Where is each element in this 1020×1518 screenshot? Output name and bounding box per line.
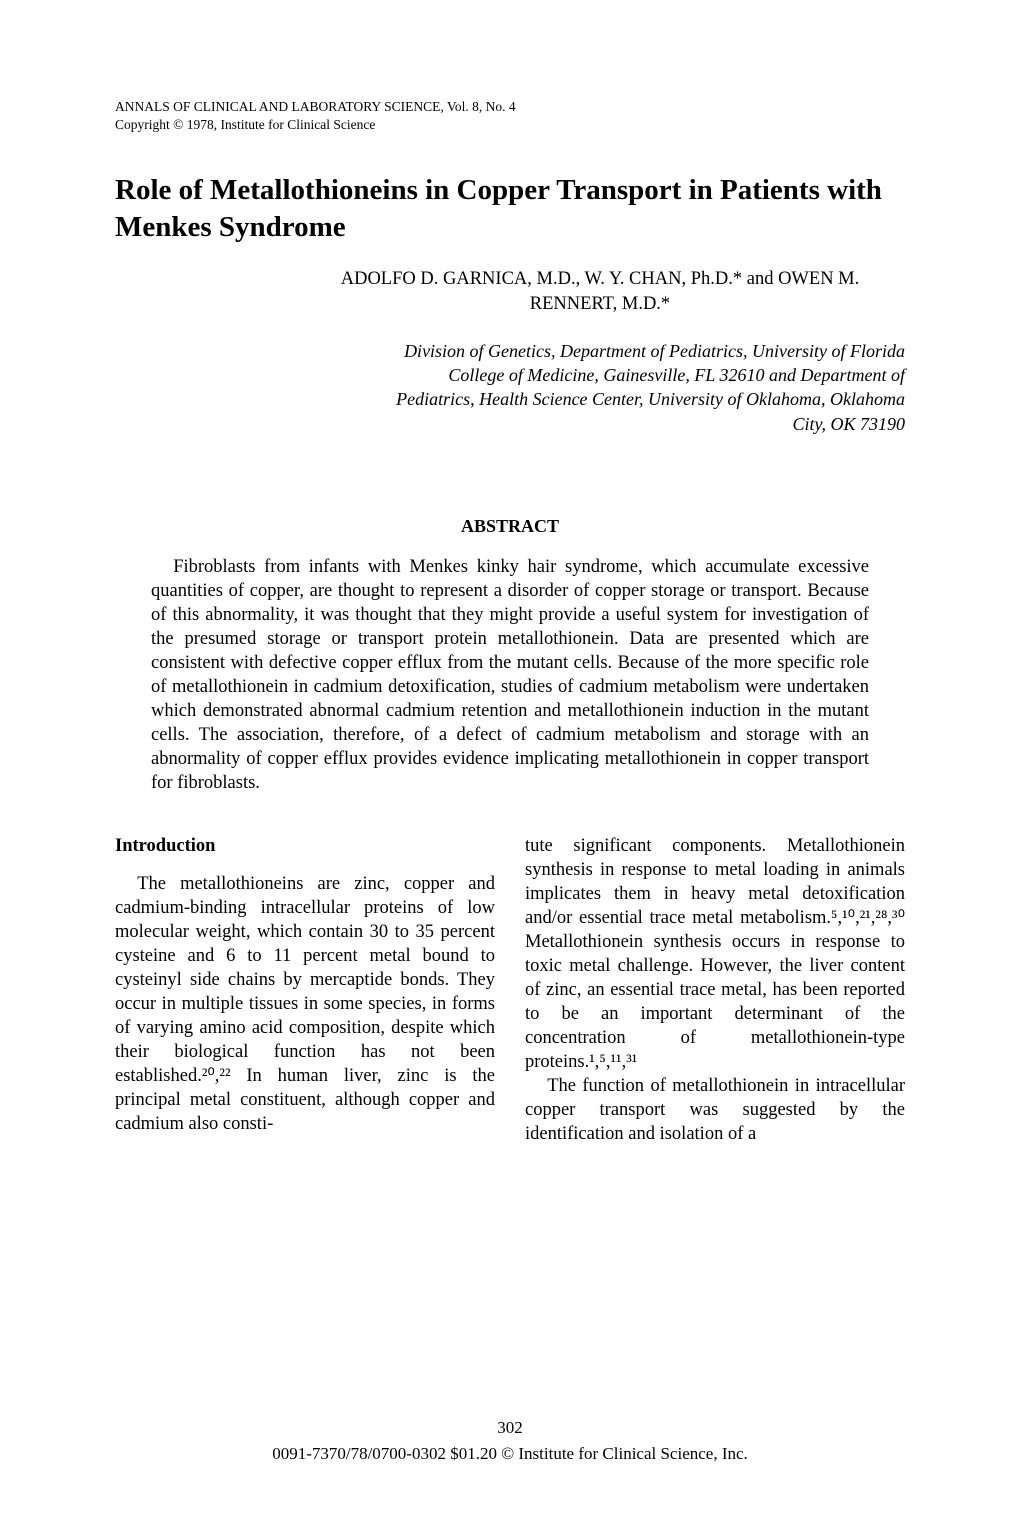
journal-line-2: Copyright © 1978, Institute for Clinical… — [115, 116, 905, 134]
intro-heading: Introduction — [115, 834, 495, 858]
page-footer: 302 0091-7370/78/0700-0302 $01.20 © Inst… — [0, 1416, 1020, 1466]
affiliation-text: Division of Genetics, Department of Pedi… — [396, 341, 905, 434]
intro-paragraph-1-continued: tute significant components. Metallothio… — [525, 834, 905, 1074]
affiliation-block: Division of Genetics, Department of Pedi… — [115, 339, 905, 436]
intro-paragraph-2: The function of metallothionein in intra… — [525, 1074, 905, 1146]
page-container: ANNALS OF CLINICAL AND LABORATORY SCIENC… — [0, 0, 1020, 1518]
article-title: Role of Metallothioneins in Copper Trans… — [115, 172, 905, 245]
intro-paragraph-1: The metallothioneins are zinc, copper an… — [115, 872, 495, 1137]
column-left: Introduction The metallothioneins are zi… — [115, 834, 495, 1147]
abstract-heading: ABSTRACT — [115, 516, 905, 537]
authors-block: ADOLFO D. GARNICA, M.D., W. Y. CHAN, Ph.… — [115, 267, 905, 317]
journal-header: ANNALS OF CLINICAL AND LABORATORY SCIENC… — [115, 98, 905, 134]
journal-line-1: ANNALS OF CLINICAL AND LABORATORY SCIENC… — [115, 98, 905, 116]
footer-copyright: 0091-7370/78/0700-0302 $01.20 © Institut… — [272, 1444, 748, 1463]
abstract-body: Fibroblasts from infants with Menkes kin… — [151, 555, 869, 795]
body-columns: Introduction The metallothioneins are zi… — [115, 834, 905, 1147]
column-right: tute significant components. Metallothio… — [525, 834, 905, 1147]
page-number: 302 — [0, 1416, 1020, 1440]
